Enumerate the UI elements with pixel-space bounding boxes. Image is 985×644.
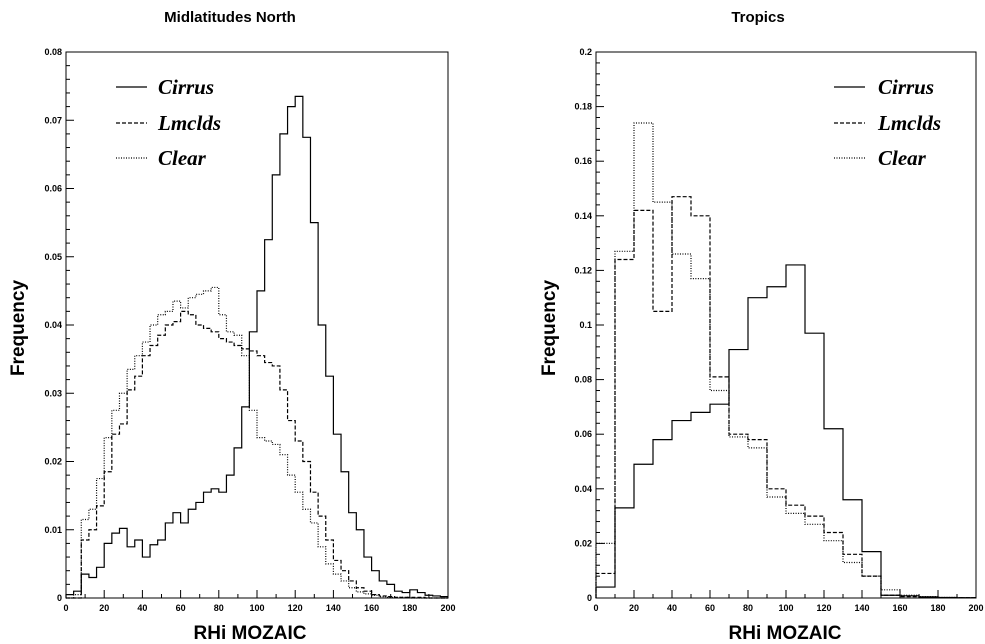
- legend-label-clear: Clear: [158, 146, 207, 170]
- x-tick-label: 80: [743, 603, 753, 613]
- x-tick-label: 40: [137, 603, 147, 613]
- y-tick-label: 0: [587, 593, 592, 603]
- legend-label-cirrus: Cirrus: [158, 75, 214, 99]
- series-clear: [595, 122, 976, 599]
- y-tick-label: 0: [57, 593, 62, 603]
- legend-item-cirrus: Cirrus: [116, 75, 214, 99]
- chart-title: Tropics: [731, 9, 784, 26]
- legend: Cirrus Lmclds Clear: [834, 75, 941, 170]
- x-tick-label: 180: [930, 603, 945, 613]
- series-lmclds: [595, 196, 976, 599]
- x-tick-label: 20: [629, 603, 639, 613]
- x-tick-label: 100: [249, 603, 264, 613]
- legend: Cirrus Lmclds Clear: [116, 75, 221, 170]
- x-tick-label: 200: [968, 603, 983, 613]
- y-tick-label: 0.14: [574, 211, 592, 221]
- y-tick-label: 0.02: [44, 457, 62, 467]
- legend-item-lmclds: Lmclds: [834, 111, 941, 135]
- y-tick-label: 0.08: [574, 375, 592, 385]
- y-tick-label: 0.06: [44, 184, 62, 194]
- axis-ticks: 0 20 40 60 80 100 120 140 160 180 200 0 0.02 0.04 0.06…: [574, 47, 983, 613]
- y-tick-label: 0.12: [574, 265, 592, 275]
- x-axis-label: RHi MOZAIC: [729, 623, 842, 644]
- x-tick-label: 20: [99, 603, 109, 613]
- y-tick-label: 0.02: [574, 538, 592, 548]
- y-tick-label: 0.1: [579, 320, 592, 330]
- x-tick-label: 120: [288, 603, 303, 613]
- x-tick-label: 140: [326, 603, 341, 613]
- series-lmclds: [66, 310, 448, 599]
- legend-item-clear: Clear: [834, 146, 927, 170]
- y-tick-label: 0.05: [44, 252, 62, 262]
- y-axis-label: Frequency: [539, 280, 560, 377]
- x-tick-label: 60: [705, 603, 715, 613]
- chart-title: Midlatitudes North: [164, 9, 296, 26]
- y-tick-label: 0.16: [574, 156, 592, 166]
- x-tick-label: 0: [63, 603, 68, 613]
- chart-tropics: Tropics Frequency RHi MOZAIC 0 20 40 60 80 10…: [539, 9, 984, 644]
- y-tick-label: 0.18: [574, 102, 592, 112]
- x-tick-label: 120: [816, 603, 831, 613]
- axis-ticks: 0 20 40 60 80 100 120 140 160 180 200 0 0.01 0.02 0.03…: [44, 47, 455, 613]
- series-layer: [65, 95, 448, 599]
- legend-item-clear: Clear: [116, 146, 207, 170]
- x-tick-label: 80: [214, 603, 224, 613]
- y-tick-label: 0.03: [44, 388, 62, 398]
- x-tick-label: 200: [440, 603, 455, 613]
- x-tick-label: 100: [778, 603, 793, 613]
- x-tick-label: 140: [854, 603, 869, 613]
- series-clear: [66, 286, 448, 599]
- legend-item-cirrus: Cirrus: [834, 75, 934, 99]
- x-axis-label: RHi MOZAIC: [194, 623, 307, 644]
- y-tick-label: 0.08: [44, 47, 62, 57]
- legend-label-cirrus: Cirrus: [878, 75, 934, 99]
- series-cirrus: [595, 264, 976, 599]
- x-tick-label: 160: [364, 603, 379, 613]
- legend-label-clear: Clear: [878, 146, 927, 170]
- x-tick-label: 0: [593, 603, 598, 613]
- x-tick-label: 180: [402, 603, 417, 613]
- y-tick-label: 0.06: [574, 429, 592, 439]
- y-axis-label: Frequency: [8, 280, 29, 377]
- y-tick-label: 0.07: [44, 115, 62, 125]
- y-tick-label: 0.04: [574, 484, 592, 494]
- x-tick-label: 160: [892, 603, 907, 613]
- x-tick-label: 60: [176, 603, 186, 613]
- legend-label-lmclds: Lmclds: [157, 111, 221, 135]
- chart-midlatitudes-north: Midlatitudes North Frequency RHi MOZAIC …: [8, 9, 456, 644]
- legend-label-lmclds: Lmclds: [877, 111, 941, 135]
- series-cirrus: [65, 95, 448, 598]
- y-tick-label: 0.04: [44, 320, 62, 330]
- series-layer: [595, 122, 976, 599]
- legend-item-lmclds: Lmclds: [116, 111, 221, 135]
- y-tick-label: 0.2: [579, 47, 592, 57]
- y-tick-label: 0.01: [44, 525, 62, 535]
- x-tick-label: 40: [667, 603, 677, 613]
